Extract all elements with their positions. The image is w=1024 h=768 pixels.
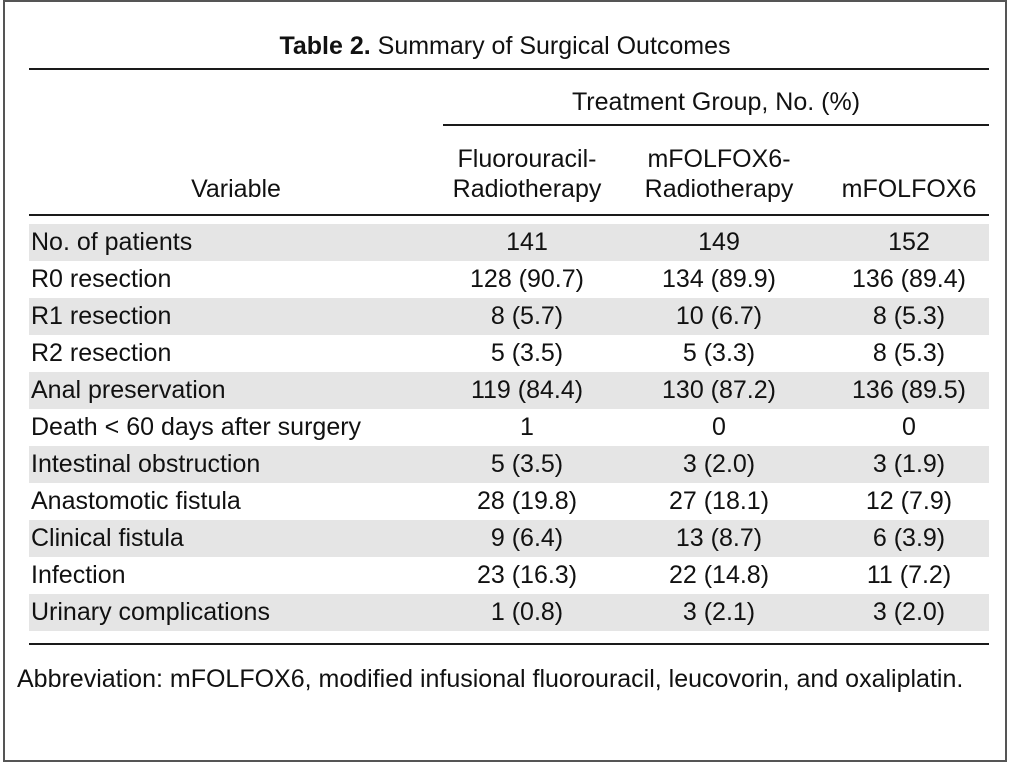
row-label: Urinary complications <box>31 598 270 626</box>
header-rule <box>29 214 989 216</box>
cell-fluorouracil-radiotherapy: 1 <box>520 413 534 441</box>
cell-mfolfox6: 11 (7.2) <box>866 561 952 589</box>
cell-mfolfox6-radiotherapy: 27 (18.1) <box>668 487 770 515</box>
cell-mfolfox6: 0 <box>902 413 916 441</box>
cell-fluorouracil-radiotherapy: 5 (3.5) <box>490 339 564 367</box>
cell-fluorouracil-radiotherapy: 8 (5.7) <box>490 302 564 330</box>
table-row: Infection 23 (16.3) 22 (14.8) 11 (7.2) <box>29 557 989 594</box>
row-label: R1 resection <box>31 302 172 330</box>
cell-mfolfox6-radiotherapy: 5 (3.3) <box>682 339 756 367</box>
table-row: R1 resection 8 (5.7) 10 (6.7) 8 (5.3) <box>29 298 989 335</box>
cell-mfolfox6: 136 (89.4) <box>852 265 966 293</box>
column-header-mfolfox6: mFOLFOX6 <box>819 144 999 204</box>
group-rule <box>443 124 989 126</box>
cell-fluorouracil-radiotherapy: 5 (3.5) <box>490 450 564 478</box>
row-label: R2 resection <box>31 339 172 367</box>
column-header-line: mFOLFOX6 <box>841 175 977 203</box>
cell-fluorouracil-radiotherapy: 1 (0.8) <box>490 598 564 626</box>
cell-mfolfox6: 3 (1.9) <box>872 450 946 478</box>
table-row: R2 resection 5 (3.5) 5 (3.3) 8 (5.3) <box>29 335 989 372</box>
cell-mfolfox6: 152 <box>888 228 930 256</box>
table-label: Table 2. <box>279 32 371 60</box>
row-label: R0 resection <box>31 265 172 293</box>
cell-mfolfox6: 12 (7.9) <box>865 487 953 515</box>
table-row: Anastomotic fistula 28 (19.8) 27 (18.1) … <box>29 483 989 520</box>
group-header: Treatment Group, No. (%) <box>571 88 861 116</box>
cell-mfolfox6-radiotherapy: 10 (6.7) <box>675 302 763 330</box>
cell-fluorouracil-radiotherapy: 28 (19.8) <box>476 487 578 515</box>
table-row: Anal preservation 119 (84.4) 130 (87.2) … <box>29 372 989 409</box>
bottom-rule <box>29 643 989 645</box>
cell-fluorouracil-radiotherapy: 119 (84.4) <box>470 376 584 404</box>
cell-mfolfox6-radiotherapy: 3 (2.0) <box>682 450 756 478</box>
cell-mfolfox6: 3 (2.0) <box>872 598 946 626</box>
cell-mfolfox6-radiotherapy: 134 (89.9) <box>662 265 776 293</box>
table-body: No. of patients 141 149 152 R0 resection… <box>29 224 989 631</box>
row-label: No. of patients <box>31 228 193 256</box>
row-label: Intestinal obstruction <box>31 450 261 478</box>
top-rule <box>29 68 989 70</box>
row-label: Anastomotic fistula <box>31 487 241 515</box>
column-header-fluorouracil-radiotherapy: Fluorouracil- Radiotherapy <box>435 144 619 204</box>
variable-header: Variable <box>191 175 281 203</box>
column-header-line <box>819 144 999 174</box>
table-row: R0 resection 128 (90.7) 134 (89.9) 136 (… <box>29 261 989 298</box>
cell-mfolfox6: 6 (3.9) <box>872 524 946 552</box>
table-row: Death < 60 days after surgery 1 0 0 <box>29 409 989 446</box>
table-row: Intestinal obstruction 5 (3.5) 3 (2.0) 3… <box>29 446 989 483</box>
cell-mfolfox6: 136 (89.5) <box>852 376 966 404</box>
cell-mfolfox6-radiotherapy: 22 (14.8) <box>668 561 770 589</box>
column-header-line: Radiotherapy <box>452 175 602 203</box>
row-label: Anal preservation <box>31 376 226 404</box>
cell-fluorouracil-radiotherapy: 9 (6.4) <box>490 524 564 552</box>
cell-mfolfox6-radiotherapy: 149 <box>698 228 740 256</box>
row-label: Death < 60 days after surgery <box>31 413 362 441</box>
cell-mfolfox6: 8 (5.3) <box>872 339 946 367</box>
cell-mfolfox6: 8 (5.3) <box>872 302 946 330</box>
cell-mfolfox6-radiotherapy: 0 <box>712 413 726 441</box>
cell-fluorouracil-radiotherapy: 23 (16.3) <box>476 561 578 589</box>
cell-mfolfox6-radiotherapy: 3 (2.1) <box>682 598 756 626</box>
table-row: Urinary complications 1 (0.8) 3 (2.1) 3 … <box>29 594 989 631</box>
row-label: Infection <box>31 561 126 589</box>
table-title-text: Summary of Surgical Outcomes <box>377 32 731 60</box>
row-label: Clinical fistula <box>31 524 184 552</box>
cell-mfolfox6-radiotherapy: 130 (87.2) <box>662 376 776 404</box>
column-header-line: Fluorouracil- <box>457 145 597 173</box>
table-frame: Table 2. Summary of Surgical Outcomes Tr… <box>3 0 1007 762</box>
cell-mfolfox6-radiotherapy: 13 (8.7) <box>675 524 763 552</box>
table-row: No. of patients 141 149 152 <box>29 224 989 261</box>
column-header-mfolfox6-radiotherapy: mFOLFOX6- Radiotherapy <box>627 144 811 204</box>
column-header-line: mFOLFOX6- <box>647 145 791 173</box>
cell-fluorouracil-radiotherapy: 141 <box>506 228 548 256</box>
column-header-line: Radiotherapy <box>644 175 794 203</box>
table-title: Table 2. Summary of Surgical Outcomes <box>5 30 1005 62</box>
footnote: Abbreviation: mFOLFOX6, modified infusio… <box>17 665 964 693</box>
table-row: Clinical fistula 9 (6.4) 13 (8.7) 6 (3.9… <box>29 520 989 557</box>
cell-fluorouracil-radiotherapy: 128 (90.7) <box>470 265 584 293</box>
